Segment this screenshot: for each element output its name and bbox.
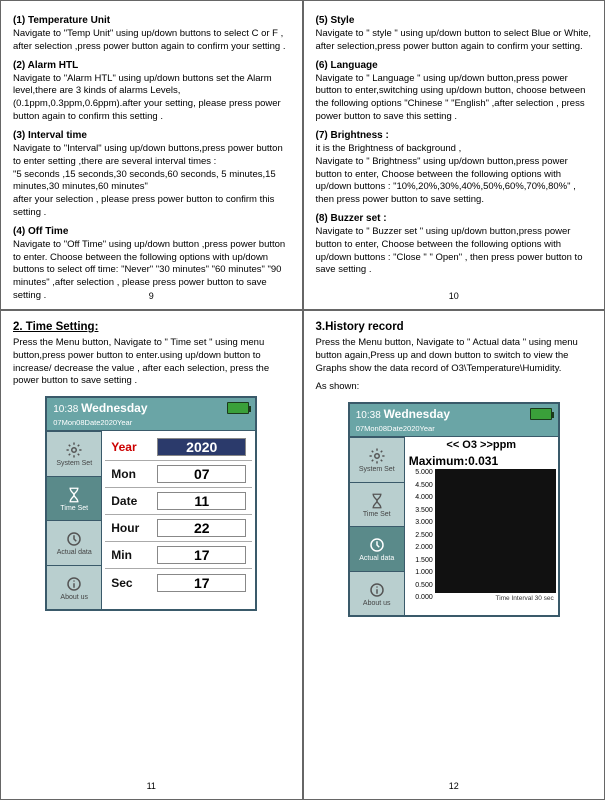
time-row-value: 22 xyxy=(157,519,246,537)
time-row-value: 2020 xyxy=(157,438,246,456)
gear-icon xyxy=(368,447,386,465)
device-screenshot-time: 10:38 Wednesday 07Mon08Date2020Year Syst… xyxy=(45,396,257,611)
y-tick: 4.000 xyxy=(407,494,433,501)
history-graph: 5.000 4.500 4.000 3.500 3.000 2.500 2.000 1.500… xyxy=(405,469,558,601)
y-tick: 1.000 xyxy=(407,569,433,576)
hourglass-icon xyxy=(368,492,386,510)
page-number: 11 xyxy=(1,781,302,791)
sect-1-body: Navigate to "Temp Unit" using up/down bu… xyxy=(13,28,290,54)
sidebar-item-actual-data[interactable]: Actual data xyxy=(47,520,101,565)
time-row-label: Min xyxy=(105,548,157,562)
clock-icon xyxy=(368,536,386,554)
device-clock: 10:38 Wednesday xyxy=(356,407,450,421)
y-tick: 4.500 xyxy=(407,482,433,489)
clock-icon xyxy=(65,530,83,548)
sidebar-item-about-us[interactable]: About us xyxy=(47,565,101,610)
history-header: << O3 >>ppm xyxy=(405,437,558,453)
time-row[interactable]: Date11 xyxy=(105,488,252,515)
page-number: 12 xyxy=(304,781,605,791)
hourglass-icon xyxy=(65,486,83,504)
sect-6-body: Navigate to " Language " using up/down b… xyxy=(316,73,593,124)
sect-8-body: Navigate to " Buzzer set " using up/down… xyxy=(316,226,593,277)
time-setting-panel: Year2020Mon07Date11Hour22Min17Sec17 xyxy=(101,431,255,609)
sect-7-title: (7) Brightness : xyxy=(316,130,593,141)
time-row-value: 17 xyxy=(157,546,246,564)
time-row-value: 07 xyxy=(157,465,246,483)
y-tick: 0.500 xyxy=(407,582,433,589)
x-axis-label: Time Interval 30 sec xyxy=(495,595,553,602)
sect-3-title: (3) Interval time xyxy=(13,130,290,141)
time-row-label: Sec xyxy=(105,576,157,590)
time-row[interactable]: Hour22 xyxy=(105,515,252,542)
history-panel: << O3 >>ppm Maximum:0.031 5.000 4.500 4.00… xyxy=(404,437,558,615)
page-number: 10 xyxy=(304,291,605,301)
page-11: 2. Time Setting: Press the Menu button, … xyxy=(0,310,303,800)
time-row-label: Mon xyxy=(105,467,157,481)
sect-2-body: Navigate to "Alarm HTL" using up/down bu… xyxy=(13,73,290,124)
sect-8-title: (8) Buzzer set : xyxy=(316,213,593,224)
time-setting-body: Press the Menu button, Navigate to " Tim… xyxy=(13,337,290,388)
page-9: (1) Temperature Unit Navigate to "Temp U… xyxy=(0,0,303,310)
time-row-label: Year xyxy=(105,440,157,454)
device-clock: 10:38 Wednesday xyxy=(53,401,147,415)
time-row-value: 17 xyxy=(157,574,246,592)
info-icon xyxy=(65,575,83,593)
sect-2-title: (2) Alarm HTL xyxy=(13,60,290,71)
sidebar-item-system-set[interactable]: System Set xyxy=(47,431,101,476)
sect-4-title: (4) Off Time xyxy=(13,226,290,237)
gear-icon xyxy=(65,441,83,459)
sidebar-item-time-set[interactable]: Time Set xyxy=(350,482,404,527)
sect-3-body: Navigate to "Interval" using up/down but… xyxy=(13,143,290,220)
sect-7-body: it is the Brightness of background , Nav… xyxy=(316,143,593,207)
sect-6-title: (6) Language xyxy=(316,60,593,71)
page-12: 3.History record Press the Menu button, … xyxy=(303,310,605,800)
y-axis: 5.000 4.500 4.000 3.500 3.000 2.500 2.000 1.500… xyxy=(407,469,435,601)
device-sidebar: System Set Time Set Actual data About us xyxy=(350,437,404,615)
y-tick: 2.000 xyxy=(407,544,433,551)
device-sidebar: System Set Time Set Actual data About us xyxy=(47,431,101,609)
time-row-label: Hour xyxy=(105,521,157,535)
info-icon xyxy=(368,581,386,599)
time-row-label: Date xyxy=(105,494,157,508)
as-shown: As shown: xyxy=(316,381,593,394)
sidebar-item-about-us[interactable]: About us xyxy=(350,571,404,616)
y-tick: 3.000 xyxy=(407,519,433,526)
device-date-line: 07Mon08Date2020Year xyxy=(350,424,558,437)
battery-icon xyxy=(227,402,249,414)
sidebar-item-time-set[interactable]: Time Set xyxy=(47,476,101,521)
time-row-value: 11 xyxy=(157,492,246,510)
y-tick: 2.500 xyxy=(407,532,433,539)
device-screenshot-history: 10:38 Wednesday 07Mon08Date2020Year Syst… xyxy=(348,402,560,617)
time-row[interactable]: Mon07 xyxy=(105,461,252,488)
time-row[interactable]: Sec17 xyxy=(105,569,252,596)
y-tick: 1.500 xyxy=(407,557,433,564)
sect-1-title: (1) Temperature Unit xyxy=(13,15,290,26)
sect-5-body: Navigate to " style " using up/down butt… xyxy=(316,28,593,54)
battery-icon xyxy=(530,408,552,420)
time-row[interactable]: Year2020 xyxy=(105,434,252,461)
y-tick: 0.000 xyxy=(407,594,433,601)
time-setting-title: 2. Time Setting: xyxy=(13,321,290,333)
time-row[interactable]: Min17 xyxy=(105,542,252,569)
y-tick: 3.500 xyxy=(407,507,433,514)
history-title: 3.History record xyxy=(316,321,593,333)
y-tick: 5.000 xyxy=(407,469,433,476)
history-maximum: Maximum:0.031 xyxy=(405,453,558,469)
sidebar-item-system-set[interactable]: System Set xyxy=(350,437,404,482)
plot-area: Time Interval 30 sec xyxy=(435,469,556,593)
device-date-line: 07Mon08Date2020Year xyxy=(47,418,255,431)
sect-5-title: (5) Style xyxy=(316,15,593,26)
page-10: (5) Style Navigate to " style " using up… xyxy=(303,0,605,310)
history-body: Press the Menu button, Navigate to " Act… xyxy=(316,337,593,375)
sidebar-item-actual-data[interactable]: Actual data xyxy=(350,526,404,571)
page-number: 9 xyxy=(1,291,302,301)
